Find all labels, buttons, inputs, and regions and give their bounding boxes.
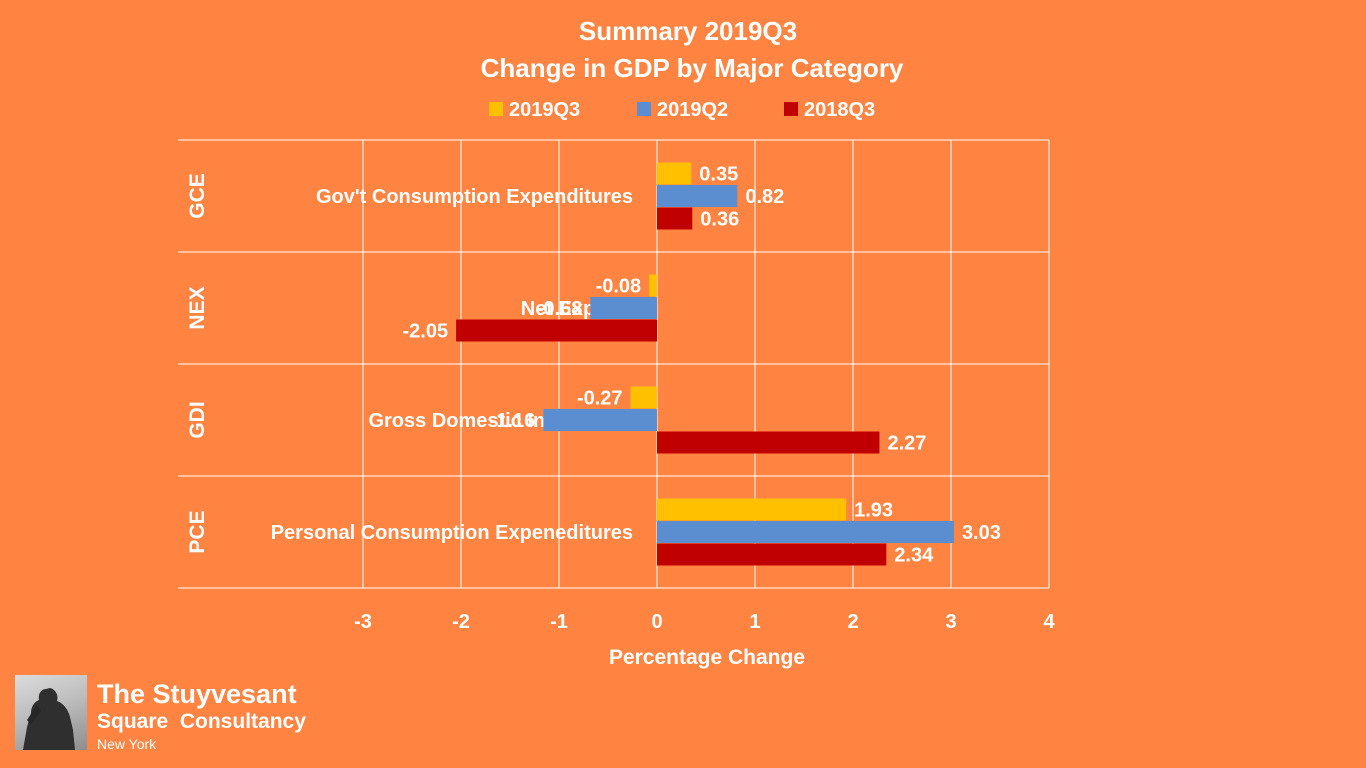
chart-title: Summary 2019Q3	[579, 16, 797, 46]
data-label: -0.27	[577, 388, 623, 410]
category-code-label: GCE	[186, 173, 209, 219]
brand-subname: Square Consultancy	[97, 710, 306, 733]
legend-swatch-2019q2	[637, 102, 651, 116]
category-label: Personal Consumption Expeneditures	[271, 522, 633, 544]
x-axis-label: Percentage Change	[609, 646, 805, 669]
bar	[657, 431, 880, 454]
bar	[649, 274, 657, 297]
x-tick-label: 3	[945, 611, 956, 633]
legend: 2019Q3 2019Q2 2018Q3	[489, 99, 875, 121]
data-label: -2.05	[403, 321, 449, 343]
x-tick-label: 2	[847, 611, 858, 633]
category-code-label: GDI	[186, 401, 209, 438]
data-label: -1.16	[490, 410, 536, 432]
data-label: 0.36	[700, 209, 739, 231]
data-label: 2.27	[887, 433, 926, 455]
x-tick-label: 4	[1043, 611, 1055, 633]
bar	[630, 386, 657, 409]
x-tick-label: 0	[651, 611, 662, 633]
plot-area: -3 -2 -1 0 1 2 3 4 GCE Gov't Consumption Expendit…	[178, 139, 1055, 633]
x-tick-label: -3	[354, 611, 372, 633]
data-label: 1.93	[854, 500, 893, 522]
x-tick-label: 1	[749, 611, 760, 633]
category-label: Gov't Consumption Expenditures	[316, 186, 633, 208]
brand-block: The Stuyvesant Square Consultancy New Yo…	[97, 678, 306, 754]
statue-silhouette	[23, 688, 75, 750]
data-label: -0.08	[596, 276, 642, 298]
bar	[657, 207, 693, 230]
brand-location: New York	[97, 736, 157, 752]
data-label: -0.68	[537, 298, 583, 320]
category-code-label: PCE	[186, 510, 209, 553]
bar	[657, 498, 847, 521]
legend-label-2019q3: 2019Q3	[509, 99, 580, 121]
bar	[456, 319, 657, 342]
bar	[657, 543, 887, 566]
x-tick-label: -2	[452, 611, 470, 633]
data-label: 2.34	[894, 545, 934, 567]
brand-name: The Stuyvesant	[97, 679, 297, 709]
data-label: 0.35	[699, 164, 738, 186]
legend-label-2018q3: 2018Q3	[804, 99, 875, 121]
chart-subtitle: Change in GDP by Major Category	[481, 53, 904, 83]
data-label: 0.82	[745, 186, 784, 208]
statue-photo	[15, 675, 87, 750]
bar	[657, 162, 692, 185]
bar	[590, 297, 657, 319]
bar	[543, 409, 657, 431]
bar	[657, 521, 954, 543]
bar	[657, 185, 738, 207]
legend-swatch-2019q3	[489, 102, 503, 116]
legend-label-2019q2: 2019Q2	[657, 99, 728, 121]
category-code-label: NEX	[186, 286, 209, 329]
data-label: 3.03	[962, 522, 1001, 544]
x-tick-label: -1	[550, 611, 568, 633]
legend-swatch-2018q3	[784, 102, 798, 116]
